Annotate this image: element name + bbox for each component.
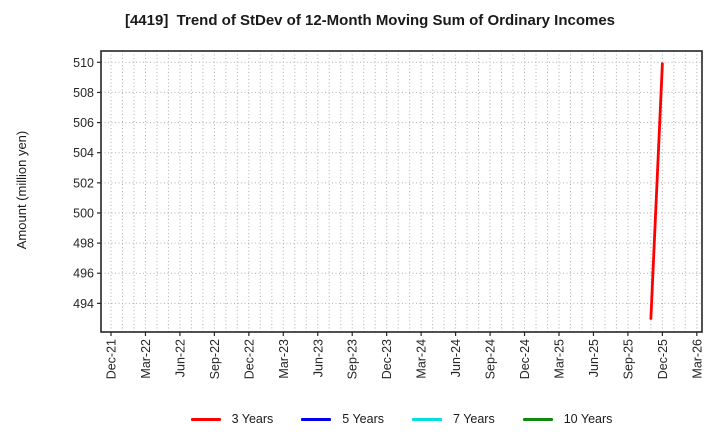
x-tick-label: Jun-24 — [449, 339, 463, 377]
legend-swatch — [301, 417, 332, 421]
legend-label: 10 Years — [563, 412, 613, 426]
x-tick-label: Dec-25 — [656, 339, 670, 379]
x-tick-label: Dec-24 — [518, 339, 532, 379]
y-tick-label: 496 — [73, 267, 94, 281]
legend-label: 3 Years — [231, 412, 274, 426]
x-tick-label: Mar-26 — [690, 339, 704, 379]
y-tick-label: 504 — [73, 146, 94, 160]
y-tick-label: 494 — [73, 297, 94, 311]
y-tick-label: 500 — [73, 206, 94, 220]
chart-title: [4419] Trend of StDev of 12-Month Moving… — [124, 12, 616, 29]
x-tick-label: Dec-21 — [104, 339, 118, 379]
legend-item-10-years: 10 Years — [522, 412, 613, 426]
y-tick-label: 498 — [73, 237, 94, 251]
x-tick-label: Jun-22 — [173, 339, 187, 377]
legend-swatch — [412, 417, 443, 421]
x-tick-label: Mar-23 — [277, 339, 291, 379]
y-tick-label: 506 — [73, 116, 94, 130]
legend-item-7-years: 7 Years — [412, 412, 495, 426]
x-tick-label: Sep-22 — [208, 339, 222, 379]
x-tick-label: Sep-25 — [621, 339, 635, 379]
plot-frame — [100, 50, 703, 333]
x-tick-label: Sep-24 — [484, 339, 498, 379]
x-tick-label: Jun-25 — [587, 339, 601, 377]
y-tick-label: 508 — [73, 86, 94, 100]
x-tick-label: Mar-25 — [552, 339, 566, 379]
legend-item-5-years: 5 Years — [301, 412, 384, 426]
legend-item-3-years: 3 Years — [190, 412, 274, 426]
series-line-3-years — [649, 62, 664, 320]
x-tick-label: Dec-23 — [380, 339, 394, 379]
x-tick-label: Mar-24 — [415, 339, 429, 379]
y-tick-label: 502 — [73, 176, 94, 190]
legend-label: 5 Years — [342, 412, 385, 426]
y-tick-label: 510 — [73, 56, 94, 70]
x-tick-label: Mar-22 — [139, 339, 153, 379]
legend: 3 Years 5 Years 7 Years 10 Years — [101, 406, 702, 432]
x-tick-label: Jun-23 — [311, 339, 325, 377]
legend-swatch — [522, 417, 553, 421]
legend-label: 7 Years — [453, 412, 495, 426]
legend-swatch — [190, 417, 221, 421]
x-tick-label: Sep-23 — [346, 339, 360, 379]
x-tick-label: Dec-22 — [242, 339, 256, 379]
